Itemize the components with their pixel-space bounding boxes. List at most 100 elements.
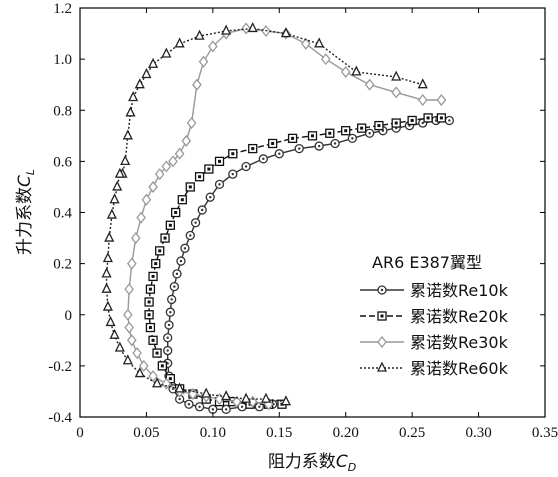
series-3-point	[364, 78, 375, 91]
legend-label: 累诺数Re10k	[410, 281, 509, 300]
series-1-point-center	[175, 272, 179, 276]
series-1-point-center	[194, 221, 197, 224]
series-4-point	[109, 328, 120, 339]
series-2-point-center	[198, 175, 202, 179]
legend-title: AR6 E387翼型	[372, 253, 482, 272]
series-1-point-center	[278, 152, 281, 155]
series-1-point-center	[189, 234, 192, 237]
series-1-point-center	[211, 408, 215, 411]
series-4	[101, 21, 428, 406]
series-3-point	[132, 347, 142, 360]
series-4-point	[152, 377, 163, 388]
series-3-point	[192, 78, 202, 91]
series-3-point	[174, 147, 185, 160]
series-3-point	[168, 155, 178, 168]
series-4-point	[417, 78, 428, 89]
series-1-point-center	[167, 323, 171, 327]
series-4-point	[122, 129, 133, 140]
series-3-point	[340, 65, 351, 78]
series-4-point	[260, 392, 272, 403]
series-2-point-center	[251, 147, 255, 151]
series-3-point	[198, 55, 209, 68]
series-1-point-center	[218, 183, 221, 186]
series-3-point	[301, 37, 311, 50]
y-axis-title: 升力系数CL	[15, 169, 37, 255]
series-1-point-center	[448, 119, 451, 122]
series-1-point-center	[166, 349, 169, 352]
legend-label: 累诺数Re30k	[410, 333, 509, 352]
series-1-point-center	[169, 310, 172, 314]
legend-marker-center	[380, 288, 384, 292]
series-3-point	[161, 377, 172, 390]
series-4-point	[391, 70, 402, 81]
series-2-point-center	[168, 223, 172, 227]
series-3-point	[130, 232, 141, 245]
x-tick-label: 0.25	[399, 425, 425, 441]
series-2-point-center	[426, 116, 430, 120]
series-2-point-center	[158, 249, 162, 253]
series-4-point	[102, 300, 113, 311]
series-2-point-center	[174, 211, 178, 214]
series-4-point	[174, 382, 185, 393]
series-2-point-center	[168, 377, 172, 381]
series-4-point	[141, 68, 152, 79]
series-1-point-center	[166, 336, 169, 339]
series-4-point	[241, 392, 252, 403]
series-1-point-center	[209, 195, 212, 199]
series-3-point	[141, 193, 152, 206]
series-3-point	[391, 86, 402, 99]
series-4-point	[280, 27, 291, 38]
series-2-point-center	[207, 167, 211, 171]
y-tick-label: 0	[65, 308, 73, 324]
series-2-point-center	[291, 136, 295, 140]
series-2-point-center	[148, 326, 152, 330]
series-1-point-center	[170, 298, 173, 301]
series-4-point	[102, 252, 113, 263]
series-4-point	[221, 390, 232, 401]
series-4-point	[351, 65, 362, 76]
x-tick-label: 0.10	[200, 425, 226, 441]
legend-label: 累诺数Re60k	[410, 359, 509, 378]
series-4-point	[104, 231, 115, 242]
y-tick-label: 0.8	[53, 103, 72, 119]
series-4-point	[128, 91, 139, 102]
y-tick-label: 0.4	[53, 206, 72, 222]
series-3-point	[186, 116, 197, 130]
series-4-point	[122, 354, 133, 365]
series-3-point	[148, 180, 158, 193]
series-1-point-center	[187, 403, 191, 406]
series-3-point	[124, 283, 134, 296]
series-1-point-center	[317, 144, 321, 148]
series-2-point-center	[151, 338, 155, 342]
legend-item-2: 累诺数Re20k	[360, 307, 509, 326]
series-2-point-center	[147, 300, 151, 304]
series-4-point	[105, 315, 116, 327]
legend-item-4: 累诺数Re60k	[360, 359, 509, 378]
series-4-point	[106, 208, 117, 219]
y-tick-label: -0.4	[48, 410, 72, 426]
series-2-point-center	[188, 185, 192, 189]
series-4-point	[174, 37, 185, 48]
series-4-point	[134, 78, 145, 89]
series-1-point-center	[262, 157, 265, 161]
series-line-2	[148, 117, 442, 405]
series-4-point	[148, 57, 159, 68]
series-1-point-center	[179, 259, 183, 263]
series-1-point-center	[178, 397, 181, 401]
series-1-point-center	[231, 172, 234, 176]
series-3-point	[138, 359, 149, 372]
series-2-point-center	[160, 364, 164, 368]
series-4-point	[114, 341, 125, 352]
series-4-point	[201, 387, 212, 398]
series-3-point	[231, 395, 242, 408]
series-2-point-center	[360, 126, 364, 130]
series-1-point-center	[434, 119, 438, 122]
series-2-point-center	[344, 129, 348, 133]
series-2-point-center	[148, 287, 152, 291]
series-2-point-center	[180, 198, 184, 202]
series-4-point	[194, 29, 205, 40]
series-1-point-center	[258, 405, 261, 408]
x-tick-label: 0.30	[465, 425, 491, 441]
x-tick-label: 0	[76, 425, 84, 441]
series-4-point	[109, 193, 120, 204]
